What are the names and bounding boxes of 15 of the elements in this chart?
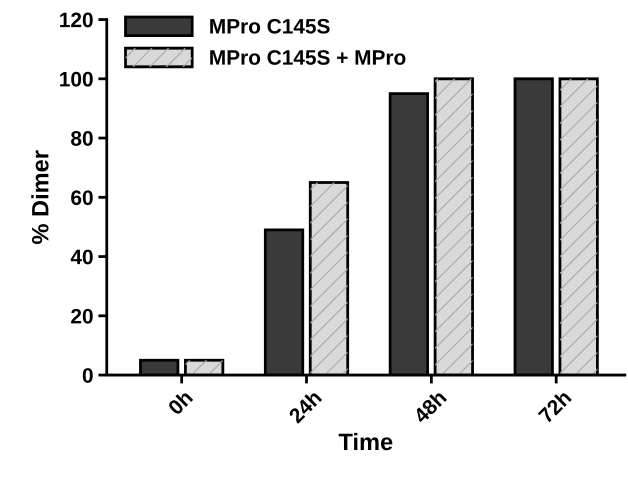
y-axis-title: % Dimer	[31, 150, 49, 244]
y-tick-label: 100	[60, 72, 93, 87]
y-tick-label: 0	[82, 368, 93, 383]
x-axis-title: Time	[338, 432, 392, 450]
x-tick-label: 48h	[412, 389, 448, 424]
y-tick-label: 20	[71, 308, 93, 324]
x-tick-label: 72h	[537, 389, 572, 424]
x-tick-label: 24h	[287, 389, 322, 424]
legend-label: MPro C145S + MPro	[210, 50, 406, 65]
y-tick-label: 60	[71, 190, 93, 206]
y-tick-label: 120	[60, 12, 93, 28]
legend-label: MPro C145S	[210, 18, 330, 34]
y-tick-label: 40	[70, 250, 93, 264]
x-tick-label: 0h	[166, 389, 194, 416]
y-tick-label: 80	[71, 131, 93, 146]
